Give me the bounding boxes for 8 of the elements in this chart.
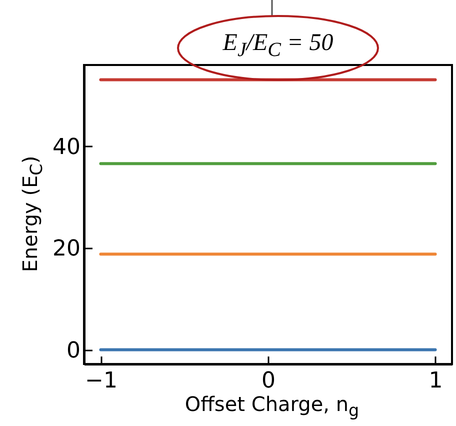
x-tick-label: 1 [428,368,443,394]
x-tick-label: −1 [85,368,118,394]
chart-title: E$_{J}$/E$_{C}$ = 50 [222,30,334,62]
x-axis-title: Offset Charge, n$_{g}$ [184,392,360,420]
y-tick-label: 0 [66,338,80,364]
y-tick-label: 20 [52,236,80,262]
x-tick-label: 0 [262,368,276,394]
y-tick-label: 40 [52,134,80,160]
